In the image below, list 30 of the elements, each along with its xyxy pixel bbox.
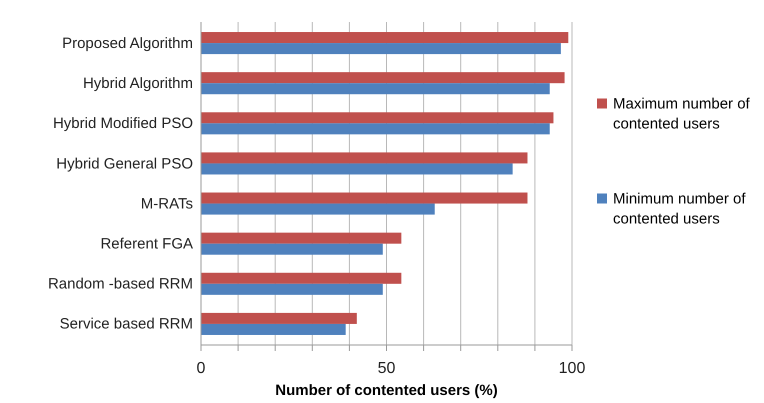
- y-tick-label: Hybrid Modified PSO: [52, 115, 193, 132]
- y-tick-label: Proposed Algorithm: [62, 34, 193, 52]
- bar: [201, 163, 513, 174]
- bar: [201, 272, 402, 284]
- bar: [201, 83, 550, 94]
- bar: [201, 32, 568, 44]
- y-tick-label: Hybrid Algorithm: [82, 74, 193, 92]
- bar: [201, 112, 554, 124]
- y-tick-label: Hybrid General PSO: [56, 155, 193, 172]
- bar: [201, 312, 357, 324]
- bar: [201, 43, 561, 54]
- bar: [201, 152, 528, 164]
- bar: [201, 324, 346, 335]
- legend-label: Maximum number of contented users: [613, 96, 751, 132]
- y-tick-label: Random -based RRM: [48, 276, 193, 293]
- bar: [201, 244, 383, 255]
- y-tick-label: M-RATs: [140, 195, 193, 212]
- bar: [201, 232, 402, 244]
- x-tick-label: 100: [558, 360, 586, 378]
- x-tick-label: 50: [378, 360, 396, 378]
- x-tick-label: 0: [196, 360, 206, 378]
- bar: [201, 192, 528, 204]
- bar: [201, 123, 550, 134]
- bar: [201, 72, 565, 84]
- y-tick-label: Referent FGA: [100, 235, 193, 252]
- legend-label: Minimum number of contented users: [613, 190, 746, 228]
- bar: [201, 284, 383, 295]
- bar: [201, 204, 435, 215]
- y-tick-label: Service based RRM: [60, 316, 193, 333]
- x-axis-title: Number of contented users (%): [275, 382, 498, 399]
